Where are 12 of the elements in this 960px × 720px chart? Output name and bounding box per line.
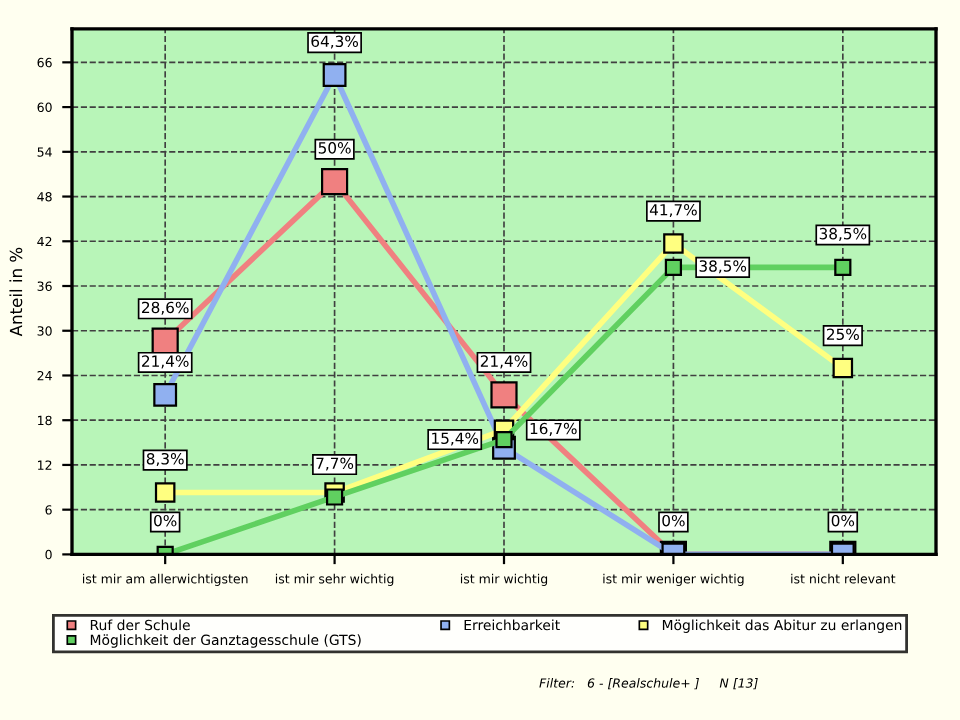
point (832, 357, 854, 379)
point (490, 381, 518, 409)
point (834, 258, 852, 276)
point (322, 63, 347, 87)
point (325, 488, 344, 506)
point (664, 258, 683, 276)
y-axis-title: Anteil in % (9, 247, 23, 337)
point (663, 233, 684, 254)
point (154, 482, 176, 503)
point (153, 382, 178, 407)
point (495, 430, 513, 449)
point (320, 168, 349, 196)
